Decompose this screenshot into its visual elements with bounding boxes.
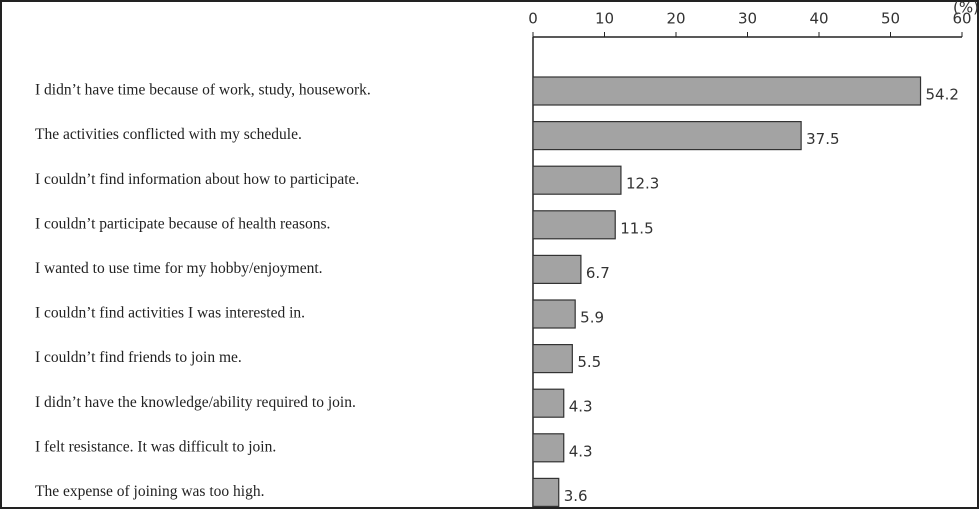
value-label: 4.3	[569, 398, 593, 416]
category-label: The activities conflicted with my schedu…	[35, 126, 302, 143]
bar	[532, 433, 565, 463]
x-tick-label: 60	[952, 10, 971, 28]
value-label: 11.5	[620, 219, 653, 237]
x-tick-label: 20	[666, 10, 685, 28]
bar	[532, 477, 560, 507]
value-label: 37.5	[806, 130, 839, 148]
x-tick-label: 50	[881, 10, 900, 28]
bar	[532, 388, 565, 418]
x-axis-unit: (%)	[953, 0, 979, 17]
value-label: 5.9	[580, 309, 604, 327]
value-label: 5.5	[577, 353, 601, 371]
x-tick-label: 30	[738, 10, 757, 28]
x-tick-label: 40	[809, 10, 828, 28]
value-label: 12.3	[626, 175, 659, 193]
category-label: I couldn’t find activities I was interes…	[35, 305, 305, 322]
value-label: 4.3	[569, 442, 593, 460]
category-label: I didn’t have the knowledge/ability requ…	[35, 394, 356, 411]
bar	[532, 210, 616, 240]
bar	[532, 120, 802, 151]
bar	[532, 299, 576, 329]
value-label: 3.6	[564, 487, 588, 505]
bar	[532, 254, 582, 284]
bar	[532, 344, 573, 374]
x-tick-label: 10	[595, 10, 614, 28]
category-label: I felt resistance. It was difficult to j…	[35, 438, 276, 455]
category-label: The expense of joining was too high.	[35, 483, 264, 500]
value-label: 54.2	[926, 86, 959, 104]
category-label: I wanted to use time for my hobby/enjoym…	[35, 260, 323, 277]
category-label: I couldn’t find information about how to…	[35, 171, 359, 188]
category-label: I couldn’t find friends to join me.	[35, 349, 242, 366]
value-label: 6.7	[586, 264, 610, 282]
bar	[532, 165, 622, 195]
category-label: I didn’t have time because of work, stud…	[35, 82, 371, 99]
x-tick-label: 0	[528, 10, 538, 28]
bar	[532, 76, 922, 106]
category-label: I couldn’t participate because of health…	[35, 215, 330, 232]
